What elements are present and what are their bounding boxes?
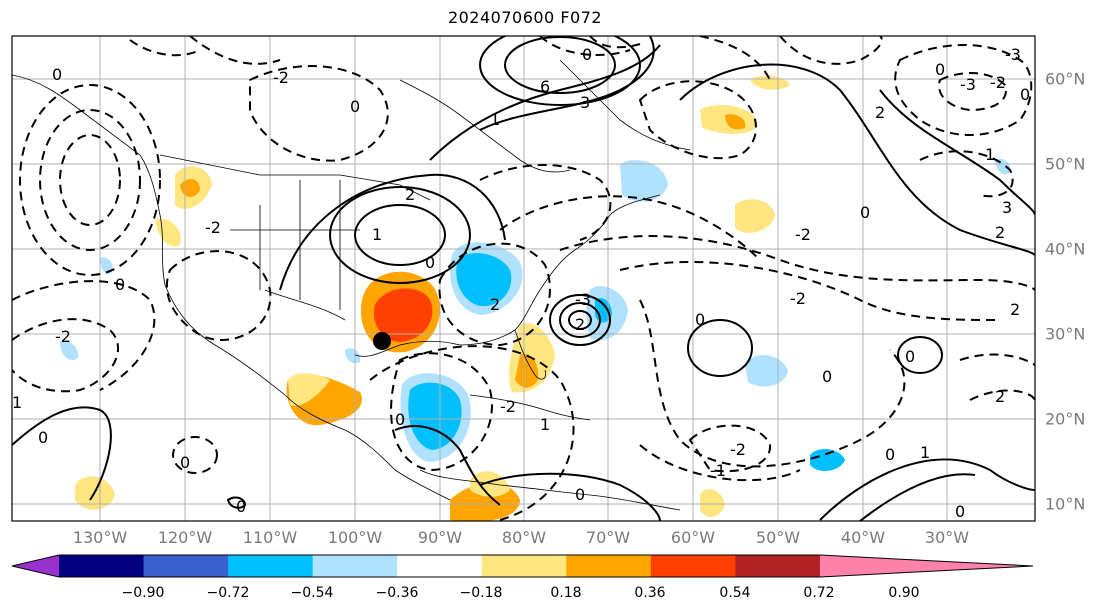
colorbar-tick-label: 0.90 [888,585,920,601]
gridlines [12,36,1035,521]
lon-label: 50°W [755,528,801,547]
contour-label: 2 [995,223,1005,242]
map-frame [11,35,1036,522]
contour-label: 6 [540,77,550,96]
contour-label: -2 [55,327,71,346]
contour-label: 0 [955,502,965,521]
lat-label: 50°N [1045,154,1086,174]
lat-label: 10°N [1045,494,1086,514]
lon-label: 110°W [242,528,298,547]
contour-label: 2 [490,295,500,314]
contour-label: -3 [575,290,591,309]
lon-label: 80°W [501,528,547,547]
lon-label: 70°W [585,528,631,547]
negative-contours [12,36,1035,521]
colorbar-tick-label: 0.72 [803,585,835,601]
contour-labels: 0 -2 0 2 1 -2 1 0 0 0 2 2 -3 0 -2 -2 -2 … [12,45,1030,521]
contour-label: 2 [875,103,885,122]
lon-label: 90°W [417,528,463,547]
contour-label: 0 [52,65,62,84]
contour-label: 1 [12,393,22,412]
colorbar-tick-label: −0.54 [290,585,334,601]
lon-label: 60°W [670,528,716,547]
colorbar-tick-label: −0.72 [206,585,250,601]
colorbar-tick-label: 0.18 [550,585,582,601]
contour-label: 1 [985,145,995,164]
lon-label: 30°W [924,528,970,547]
lat-label: 60°N [1045,69,1086,89]
contour-label: 2 [1010,300,1020,319]
contour-label: -2 [205,218,221,237]
contour-label: 2 [405,185,415,204]
lat-label: 30°N [1045,324,1086,344]
contour-label: 0 [860,203,870,222]
contour-label: 0 [395,410,405,429]
contour-label: 0 [38,428,48,447]
positive-contours [12,36,1035,521]
colorbar-tick-label: −0.90 [121,585,165,601]
contour-label: 1 [920,443,930,462]
contour-label: -2 [730,440,746,459]
contour-label: -3 [1005,45,1021,64]
contour-label: 0 [575,485,585,504]
lat-label: 20°N [1045,409,1086,429]
contour-label: -2 [500,397,516,416]
contour-label: 0 [695,310,705,329]
contour-label: -1 [710,461,726,480]
contour-label: 2 [995,387,1005,406]
contour-label: 0 [236,497,246,516]
contour-label: 0 [350,97,360,116]
shaded-anomalies [60,75,1011,521]
contour-label: -2 [790,289,806,308]
contour-label: 0 [180,453,190,472]
colorbar-tick-label: 0.54 [719,585,751,601]
lon-label: 100°W [327,528,383,547]
colorbar-tick-label: 0.36 [634,585,666,601]
contour-label: 0 [885,445,895,464]
coastlines [12,59,691,511]
contour-label: 0 [582,45,592,64]
contour-label: -3 [960,75,976,94]
contour-label: -2 [273,68,289,87]
contour-label: 1 [372,225,382,244]
contour-label: 1 [490,110,500,129]
contour-label: 0 [935,60,945,79]
contour-label: 3 [1002,198,1012,217]
contour-label: 0 [425,253,435,272]
contour-label: 1 [540,415,550,434]
contour-label: 2 [575,315,585,334]
contour-label: 3 [580,93,590,112]
contour-label: 0 [115,275,125,294]
contour-label: 0 [822,367,832,386]
lon-label: 130°W [72,528,128,547]
contour-label: -2 [795,225,811,244]
contour-label: 0 [1020,85,1030,104]
contour-label: -2 [990,73,1006,92]
lon-label: 40°W [840,528,886,547]
lat-label: 40°N [1045,239,1086,259]
anomaly-map: 0 -2 0 2 1 -2 1 0 0 0 2 2 -3 0 -2 -2 -2 … [11,35,1036,522]
lon-label: 120°W [157,528,213,547]
colorbar-tick-label: −0.18 [459,585,503,601]
colorbar-tick-label: −0.36 [375,585,419,601]
contour-label: 0 [905,347,915,366]
map-title: 2024070600 F072 [447,8,603,27]
location-marker [373,332,391,350]
